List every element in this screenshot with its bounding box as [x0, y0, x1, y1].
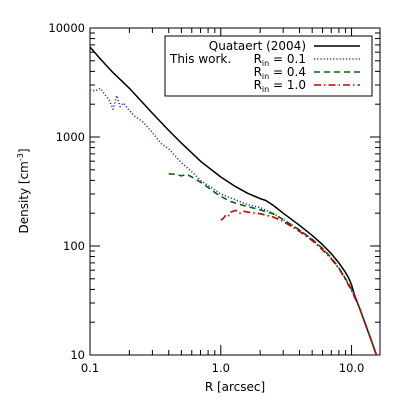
y-axis-title-main: Density [cm: [17, 161, 31, 233]
legend-rin-0.1-sub: in: [262, 59, 269, 68]
x-tick-label: 1.0: [212, 361, 230, 375]
y-axis-title-close: ]: [17, 148, 31, 153]
y-axis-title: Density [cm-3]: [16, 148, 31, 233]
y-tick-label: 10000: [48, 21, 85, 35]
series-line-rin_1.0: [220, 209, 378, 356]
tick-labels: 0.1 1.0 10.0 10 100 1000 10000: [48, 21, 364, 375]
legend-rin-1.0-sub: in: [262, 85, 269, 94]
plot-frame: [89, 27, 381, 356]
legend-rin-0.4-main: R: [254, 65, 262, 79]
legend-rin-0.1-tail: = 0.1: [269, 52, 306, 66]
legend-rin-0.4-tail: = 0.4: [269, 65, 306, 79]
series-line-quataert: [89, 46, 378, 356]
y-tick-label: 1000: [56, 130, 85, 144]
legend-label-quataert: Quataert (2004): [209, 39, 306, 53]
x-tick-label: 10.0: [339, 361, 365, 375]
minor-ticks: [90, 28, 380, 355]
series-layer: [89, 46, 378, 356]
x-axis-title: R [arcsec]: [205, 380, 265, 394]
legend-swatches: [314, 45, 360, 86]
series-line-rin_0.1: [89, 87, 378, 356]
legend-label-rin-0.4: Rin = 0.4: [254, 65, 306, 81]
legend-rin-1.0-tail: = 1.0: [269, 78, 306, 92]
y-tick-label: 10: [70, 348, 85, 362]
legend-label-rin-0.1: Rin = 0.1: [254, 52, 306, 68]
series-line-rin_0.4: [168, 173, 378, 356]
legend-rin-1.0-main: R: [254, 78, 262, 92]
legend-group-label: This work.: [169, 52, 231, 66]
legend-rin-0.4-sub: in: [262, 72, 269, 81]
legend-label-rin-1.0: Rin = 1.0: [254, 78, 306, 94]
legend: Quataert (2004) This work. Rin = 0.1 Rin…: [164, 35, 373, 97]
legend-rin-0.1-main: R: [254, 52, 262, 66]
y-axis-title-exp: -3: [16, 153, 25, 161]
major-ticks: [89, 27, 380, 356]
y-tick-label: 100: [63, 239, 85, 253]
x-tick-label: 0.1: [81, 361, 99, 375]
